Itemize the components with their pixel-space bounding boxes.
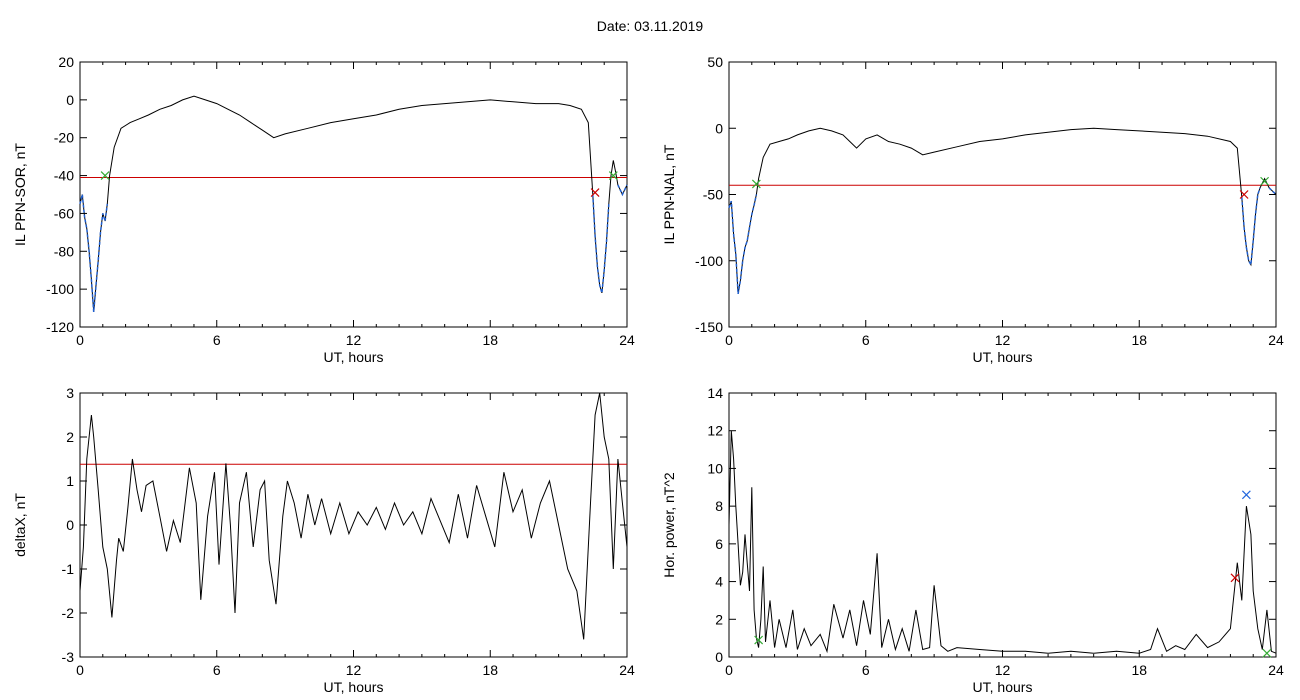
x-tick-label: 24	[619, 332, 635, 348]
x-tick-label: 18	[1131, 332, 1147, 348]
y-tick-label: -100	[695, 253, 723, 269]
y-tick-label: 50	[707, 54, 723, 70]
y-axis-label: IL PPN-SOR, nT	[12, 143, 28, 246]
green-x-marker	[754, 635, 764, 645]
chart-panel-2: 0 6 12 18 24 -150 -100 -50 0 50 UT, hours IL PPN-NA…	[661, 54, 1284, 365]
below-threshold-segment	[728, 194, 758, 295]
x-tick-label: 18	[482, 332, 498, 348]
y-tick-label: 6	[715, 536, 723, 552]
x-tick-label: 12	[995, 332, 1011, 348]
red-x-marker	[1239, 190, 1249, 199]
y-tick-label: -3	[62, 649, 75, 665]
red-x-marker	[1230, 573, 1240, 583]
green-x-marker	[608, 171, 618, 180]
x-tick-label: 12	[346, 662, 362, 678]
x-tick-label: 0	[725, 332, 733, 348]
x-tick-label: 12	[995, 662, 1011, 678]
green-x-marker	[1262, 648, 1272, 658]
series-line	[728, 127, 1277, 294]
x-axis-label: UT, hours	[973, 679, 1033, 695]
y-tick-label: 0	[66, 92, 74, 108]
y-tick-label: -80	[54, 243, 74, 259]
below-threshold-segment	[617, 184, 628, 197]
y-tick-label: -50	[703, 187, 723, 203]
green-x-marker	[751, 179, 761, 189]
y-tick-label: 14	[707, 385, 723, 401]
x-tick-label: 24	[1268, 662, 1284, 678]
y-tick-label: -100	[46, 281, 74, 297]
x-tick-label: 12	[346, 332, 362, 348]
series-line	[79, 392, 628, 640]
series-line	[79, 95, 628, 312]
y-axis-label: IL PPN-NAL, nT	[661, 144, 677, 244]
y-tick-label: 20	[58, 54, 74, 70]
green-x-marker	[100, 171, 110, 180]
x-tick-label: 6	[862, 332, 870, 348]
x-tick-label: 0	[725, 662, 733, 678]
plot-frame	[79, 392, 628, 658]
below-threshold-segment	[1268, 187, 1277, 196]
below-threshold-segment	[1241, 187, 1261, 268]
x-axis-label: UT, hours	[324, 679, 384, 695]
plot-frame	[79, 61, 628, 328]
below-threshold-segment	[79, 194, 109, 312]
y-tick-label: 2	[715, 611, 723, 627]
y-tick-label: 4	[715, 574, 723, 590]
below-threshold-segment	[592, 194, 610, 294]
y-tick-label: 0	[715, 649, 723, 665]
x-tick-label: 18	[482, 662, 498, 678]
green-x-marker	[1260, 176, 1270, 186]
blue-x-marker	[1241, 490, 1251, 500]
chart-panel-1: 0 6 12 18 24 -120 -100 -80 -60 -40 -20 0 20 UT, hours…	[12, 54, 635, 365]
y-axis-label: Hor. power, nT^2	[661, 472, 677, 578]
figure-title: Date: 03.11.2019	[596, 18, 704, 34]
x-tick-label: 24	[619, 662, 635, 678]
x-axis-label: UT, hours	[973, 349, 1033, 365]
y-tick-label: 8	[715, 498, 723, 514]
plot-frame	[728, 61, 1277, 328]
x-axis-label: UT, hours	[324, 349, 384, 365]
x-tick-label: 6	[213, 332, 221, 348]
y-tick-label: 12	[707, 423, 723, 439]
x-tick-label: 24	[1268, 332, 1284, 348]
x-tick-label: 6	[213, 662, 221, 678]
plot-frame	[728, 392, 1277, 658]
y-tick-label: -20	[54, 130, 74, 146]
x-tick-label: 0	[76, 332, 84, 348]
y-tick-label: -60	[54, 205, 74, 221]
y-tick-label: 0	[66, 517, 74, 533]
y-tick-label: -2	[62, 605, 75, 621]
x-tick-label: 0	[76, 662, 84, 678]
series-line	[728, 430, 1277, 654]
y-tick-label: 2	[66, 429, 74, 445]
y-tick-label: 3	[66, 385, 74, 401]
red-x-marker	[590, 188, 600, 198]
x-tick-label: 6	[862, 662, 870, 678]
y-axis-label: deltaX, nT	[12, 493, 28, 557]
x-tick-label: 18	[1131, 662, 1147, 678]
y-tick-label: 0	[715, 120, 723, 136]
y-tick-label: 1	[66, 473, 74, 489]
y-tick-label: -1	[62, 561, 75, 577]
y-tick-label: 10	[707, 460, 723, 476]
y-tick-label: -120	[46, 319, 74, 335]
y-tick-label: -150	[695, 319, 723, 335]
y-tick-label: -40	[54, 168, 74, 184]
